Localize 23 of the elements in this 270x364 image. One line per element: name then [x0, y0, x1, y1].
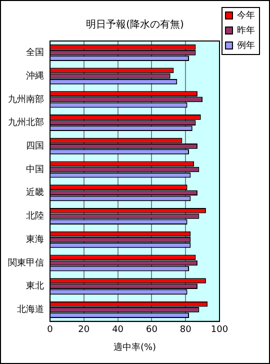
y-tick-label: 沖縄: [26, 70, 44, 82]
y-tick-label: 東北: [26, 280, 44, 292]
x-tick-label: 80: [180, 325, 192, 336]
y-tick-label: 北海道: [17, 304, 44, 316]
y-tick-label: 九州南部: [8, 94, 44, 105]
y-tick-label: 近畿: [26, 187, 44, 198]
y-tick-label: 九州北部: [8, 117, 44, 128]
x-axis-title: 適中率(%): [113, 342, 156, 353]
x-tick-label: 60: [146, 325, 158, 336]
legend-label: 今年: [237, 10, 255, 21]
y-tick-label: 東海: [26, 234, 44, 245]
x-tick-label: 100: [210, 325, 228, 336]
y-tick-label: 四国: [26, 141, 44, 152]
legend-label: 昨年: [237, 24, 255, 36]
y-tick-label: 中国: [26, 164, 44, 175]
y-tick-label: 全国: [26, 47, 44, 58]
chart-title: 明日予報(降水の有無): [86, 18, 184, 31]
x-tick-label: 40: [112, 325, 124, 336]
legend-label: 例年: [237, 40, 255, 51]
x-tick-label: 20: [78, 325, 90, 336]
y-tick-label: 関東甲信: [8, 257, 44, 268]
x-tick-label: 0: [47, 325, 54, 336]
y-tick-label: 北陸: [26, 210, 44, 222]
